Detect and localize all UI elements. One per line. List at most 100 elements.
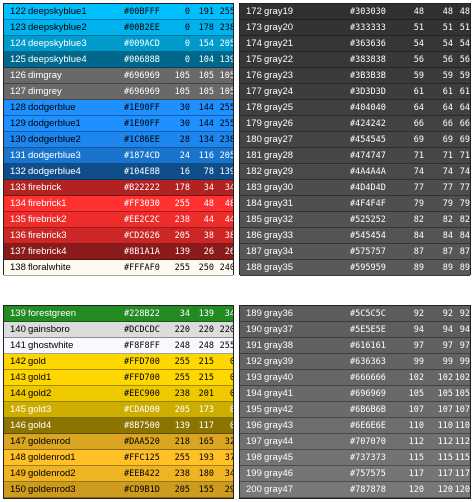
red-value: 0 xyxy=(184,23,190,33)
blue-value: 107 xyxy=(454,405,470,415)
blue-value: 44 xyxy=(224,215,233,225)
green-value: 92 xyxy=(442,309,453,319)
red-value: 30 xyxy=(179,103,190,113)
color-name: goldenrod2 xyxy=(28,468,76,479)
color-index: 186 xyxy=(246,230,262,241)
color-index: 176 xyxy=(246,70,262,81)
color-index: 185 xyxy=(246,214,262,225)
red-value: 51 xyxy=(413,23,424,33)
hex-code: #1E90FF xyxy=(124,103,160,113)
green-value: 38 xyxy=(203,231,214,241)
blue-value: 66 xyxy=(459,119,470,129)
color-index: 146 xyxy=(10,420,26,431)
red-value: 71 xyxy=(413,151,424,161)
color-name: gray19 xyxy=(264,6,294,17)
color-index: 136 xyxy=(10,230,26,241)
color-row: 174 gray21 #363636 54 54 54 xyxy=(240,36,470,52)
color-index: 191 xyxy=(246,340,262,351)
color-index: 128 xyxy=(10,102,26,113)
blue-value: 59 xyxy=(459,71,470,81)
color-name: firebrick4 xyxy=(28,246,67,257)
color-index: 187 xyxy=(246,246,262,257)
color-row: 193 gray40 #666666 102 102 102 xyxy=(240,370,470,386)
green-value: 215 xyxy=(198,373,214,383)
red-value: 89 xyxy=(413,263,424,273)
color-name: goldenrod xyxy=(28,436,71,447)
green-value: 61 xyxy=(442,87,453,97)
color-index: 143 xyxy=(10,372,26,383)
red-value: 238 xyxy=(174,215,190,225)
blue-value: 26 xyxy=(224,247,233,257)
green-value: 173 xyxy=(198,405,214,415)
color-table-panel-2: 172 gray19 #303030 48 48 48 173 gray20 #333333 51… xyxy=(239,3,471,276)
red-value: 64 xyxy=(413,103,424,113)
red-value: 66 xyxy=(413,119,424,129)
blue-value: 0 xyxy=(211,386,233,401)
blue-value: 238 xyxy=(219,135,233,145)
color-row: 181 gray28 #474747 71 71 71 xyxy=(240,148,470,164)
color-index: 129 xyxy=(10,118,26,129)
blue-value: 37 xyxy=(224,453,233,463)
color-name: firebrick1 xyxy=(28,198,67,209)
color-row: 188 gray35 #595959 89 89 89 xyxy=(240,260,470,276)
hex-code: #DCDCDC xyxy=(124,325,160,335)
color-row: 182 gray29 #4A4A4A 74 74 74 xyxy=(240,164,470,180)
blue-value: 61 xyxy=(459,87,470,97)
color-index: 180 xyxy=(246,134,262,145)
green-value: 84 xyxy=(442,231,453,241)
color-index: 173 xyxy=(246,22,262,33)
red-value: 79 xyxy=(413,199,424,209)
hex-code: #228B22 xyxy=(124,309,160,319)
color-name: gray25 xyxy=(264,102,294,113)
red-value: 87 xyxy=(413,247,424,257)
hex-code: #1E90FF xyxy=(124,119,160,129)
hex-code: #1874CD xyxy=(124,151,160,161)
color-row: 183 gray30 #4D4D4D 77 77 77 xyxy=(240,180,470,196)
green-value: 66 xyxy=(442,119,453,129)
blue-value: 34 xyxy=(224,183,233,193)
color-index: 178 xyxy=(246,102,262,113)
color-row: 175 gray22 #383838 56 56 56 xyxy=(240,52,470,68)
color-index: 196 xyxy=(246,420,262,431)
hex-code: #CD2626 xyxy=(124,231,160,241)
color-name: floralwhite xyxy=(28,262,71,273)
blue-value: 139 xyxy=(219,167,233,177)
color-index: 188 xyxy=(246,262,262,273)
hex-code: #F8F8FF xyxy=(124,341,160,351)
red-value: 178 xyxy=(174,183,190,193)
blue-value: 238 xyxy=(219,23,233,33)
hex-code: #00BFFF xyxy=(124,7,160,17)
color-row: 192 gray39 #636363 99 99 99 xyxy=(240,354,470,370)
green-value: 56 xyxy=(442,55,453,65)
red-value: 105 xyxy=(174,87,190,97)
color-name: gray46 xyxy=(264,468,294,479)
color-index: 195 xyxy=(246,404,262,415)
hex-code: #696969 xyxy=(124,71,160,81)
color-name: gray20 xyxy=(264,22,294,33)
color-name: deepskyblue4 xyxy=(28,54,87,65)
color-name: gold2 xyxy=(28,388,52,399)
green-value: 116 xyxy=(198,151,214,161)
color-index: 182 xyxy=(246,166,262,177)
blue-value: 105 xyxy=(219,87,233,97)
blue-value: 29 xyxy=(224,485,233,495)
blue-value: 117 xyxy=(454,469,470,479)
blue-value: 220 xyxy=(219,325,233,335)
green-value: 105 xyxy=(437,389,453,399)
color-name: dodgerblue2 xyxy=(28,134,81,145)
color-row: 180 gray27 #454545 69 69 69 xyxy=(240,132,470,148)
blue-value: 102 xyxy=(454,373,470,383)
green-value: 155 xyxy=(198,485,214,495)
color-name: gray47 xyxy=(264,484,294,495)
blue-value: 69 xyxy=(459,135,470,145)
color-name: gray40 xyxy=(264,372,294,383)
hex-code: #737373 xyxy=(350,453,386,463)
blue-value: 82 xyxy=(459,215,470,225)
red-value: 97 xyxy=(413,341,424,351)
